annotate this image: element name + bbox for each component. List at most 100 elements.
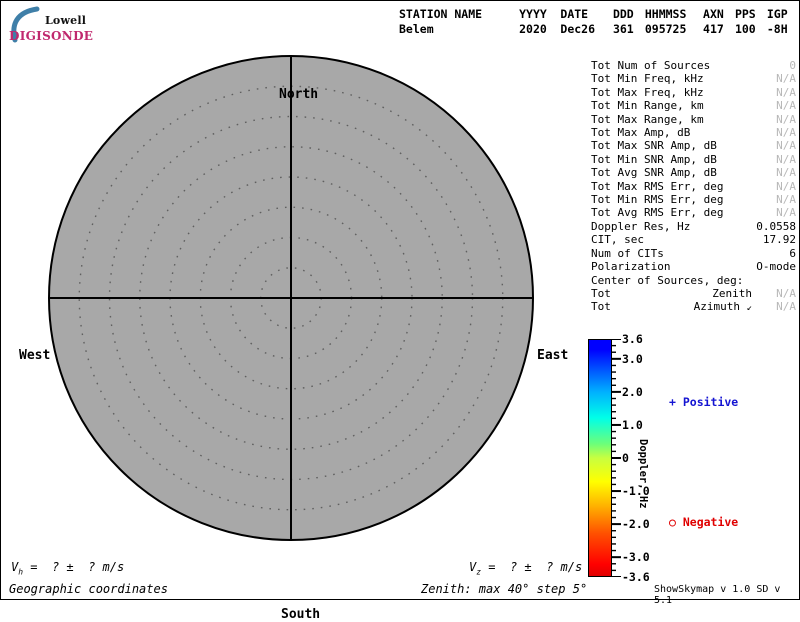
stat-row: Tot Max SNR Amp, dB N/A: [591, 139, 796, 152]
stat-row: Doppler Res, Hz 0.0558: [591, 220, 796, 233]
stat-value: N/A: [776, 152, 796, 166]
header-date: DATE: [560, 7, 589, 21]
colorbar-tick-label: -3.6: [622, 570, 650, 584]
stat-label: Polarization: [591, 260, 671, 274]
legend-positive-doppler: + Positive: [669, 395, 739, 409]
stat-value: 6: [789, 246, 796, 260]
header-station-name: STATION NAME: [399, 7, 483, 21]
center-row-scope: Tot: [591, 286, 611, 300]
value-axn: 417: [703, 22, 724, 36]
stat-value: N/A: [776, 193, 796, 207]
header-ddd: DDD: [612, 7, 634, 21]
stat-value: N/A: [776, 112, 796, 126]
colorbar-tick-label: 1.0: [622, 417, 643, 432]
stat-value: N/A: [776, 126, 796, 140]
compass-label-north: North: [279, 87, 319, 102]
coordinate-system-label: Geographic coordinates: [9, 582, 168, 596]
header-value-row: Belem 2020 Dec26 361 095725 417 100 -8H: [399, 22, 795, 37]
doppler-colorbar: [588, 339, 612, 577]
skymap-plot: North South West East: [9, 45, 569, 622]
vertical-velocity-readout: Vz = ? ± ? m/s: [469, 560, 582, 576]
stat-value: O-mode: [756, 260, 796, 274]
value-ddd: 361: [612, 22, 634, 36]
stat-label: Tot Avg SNR Amp, dB: [591, 166, 717, 180]
header-axn: AXN: [703, 7, 724, 21]
logo-lowell-text: Lowell: [45, 14, 87, 27]
vz-symbol: V: [469, 560, 477, 574]
stat-value: N/A: [776, 179, 796, 193]
stat-row: Tot Min SNR Amp, dB N/A: [591, 153, 796, 166]
stat-label: Tot Min Freq, kHz: [591, 72, 704, 86]
center-row-metric: Zenith: [712, 286, 752, 300]
stat-label: Tot Min Range, km: [591, 99, 704, 113]
stat-row: Tot Max Range, km N/A: [591, 113, 796, 126]
compass-label-south: South: [281, 607, 321, 622]
vz-value: = ? ± ? m/s: [481, 560, 583, 574]
compass-label-west: West: [19, 348, 51, 363]
stat-row: Tot Avg RMS Err, deg N/A: [591, 206, 796, 219]
stat-value: N/A: [776, 166, 796, 180]
stat-row: Tot Max Freq, kHz N/A: [591, 86, 796, 99]
center-row-scope: Tot: [591, 300, 611, 314]
header-igp: IGP: [766, 7, 788, 21]
stat-row: Tot Min Freq, kHz N/A: [591, 72, 796, 85]
stat-label: Tot Min RMS Err, deg: [591, 193, 724, 207]
stat-label: Tot Min SNR Amp, dB: [591, 152, 717, 166]
center-row-metric: Azimuth ↙: [693, 300, 752, 314]
stat-label: CIT, sec: [591, 233, 644, 247]
value-hhmmss: 095725: [644, 22, 687, 36]
stat-row: Tot Max RMS Err, deg N/A: [591, 180, 796, 193]
legend-negative-doppler: ○ Negative: [669, 515, 739, 529]
skymap-polar-grid: [48, 55, 534, 541]
header-column-row: STATION NAME YYYY DATE DDD HHMMSS AXN PP…: [399, 7, 795, 22]
center-of-sources-row: Tot Azimuth ↙ N/A: [591, 300, 796, 315]
stat-row: Tot Max Amp, dB N/A: [591, 126, 796, 139]
azimuth-arrow-icon: ↙: [746, 303, 752, 314]
colorbar-tick-label: 3.6: [622, 332, 643, 346]
center-of-sources-header: Center of Sources, deg:: [591, 273, 744, 287]
value-pps: 100: [734, 22, 756, 36]
stat-label: Tot Max Range, km: [591, 112, 704, 126]
header-hhmmss: HHMMSS: [644, 7, 687, 21]
colorbar-tick-axis: [612, 339, 621, 577]
stat-value: 17.92: [762, 233, 796, 247]
header-yyyy: YYYY: [519, 7, 547, 21]
value-yyyy: 2020: [519, 22, 547, 36]
zenith-scale-label: Zenith: max 40° step 5°: [421, 582, 588, 596]
stat-label: Tot Max RMS Err, deg: [591, 179, 724, 193]
header-pps: PPS: [734, 7, 756, 21]
stat-value: N/A: [776, 72, 796, 86]
colorbar-tick-label: -3.0: [622, 550, 650, 565]
stat-row: Tot Min RMS Err, deg N/A: [591, 193, 796, 206]
stat-value: N/A: [776, 99, 796, 113]
stat-row: Tot Min Range, km N/A: [591, 99, 796, 112]
stat-row: Polarization O-mode: [591, 260, 796, 273]
colorbar-tick-labels: 3.6 3.0 2.0 1.0 0 -1.0 -2.0 -3.0 -3.6: [622, 331, 672, 587]
stat-label: Tot Max Amp, dB: [591, 126, 691, 140]
stat-label: Tot Max Freq, kHz: [591, 85, 704, 99]
stat-value: N/A: [776, 139, 796, 153]
station-header-table: STATION NAME YYYY DATE DDD HHMMSS AXN PP…: [399, 7, 795, 37]
center-row-value: N/A: [762, 300, 796, 314]
colorbar-tick-label: -1.0: [622, 484, 650, 499]
version-label: ShowSkymap v 1.0 SD v 5.1: [654, 584, 781, 606]
stat-row: Tot Num of Sources 0: [591, 59, 796, 72]
stat-row: Num of CITs 6: [591, 247, 796, 260]
stat-label: Tot Num of Sources: [591, 59, 711, 72]
stat-row: Tot Avg SNR Amp, dB N/A: [591, 166, 796, 179]
stat-value: 0.0558: [756, 219, 796, 233]
center-row-value: N/A: [762, 286, 796, 300]
colorbar-tick-label: 0: [622, 451, 629, 465]
stat-value: 0: [789, 59, 796, 72]
value-igp: -8H: [766, 22, 788, 36]
stat-row: CIT, sec 17.92: [591, 233, 796, 246]
stat-label: Doppler Res, Hz: [591, 219, 691, 233]
vh-subscript: h: [18, 567, 24, 577]
vz-subscript: z: [476, 567, 482, 577]
colorbar-tick-label: 3.0: [622, 351, 643, 366]
logo-digisonde-text: DIGISONDE: [9, 29, 94, 43]
compass-label-east: East: [537, 348, 569, 363]
colorbar-tick-label: 2.0: [622, 384, 643, 399]
horizontal-velocity-readout: Vh = ? ± ? m/s: [11, 560, 124, 576]
